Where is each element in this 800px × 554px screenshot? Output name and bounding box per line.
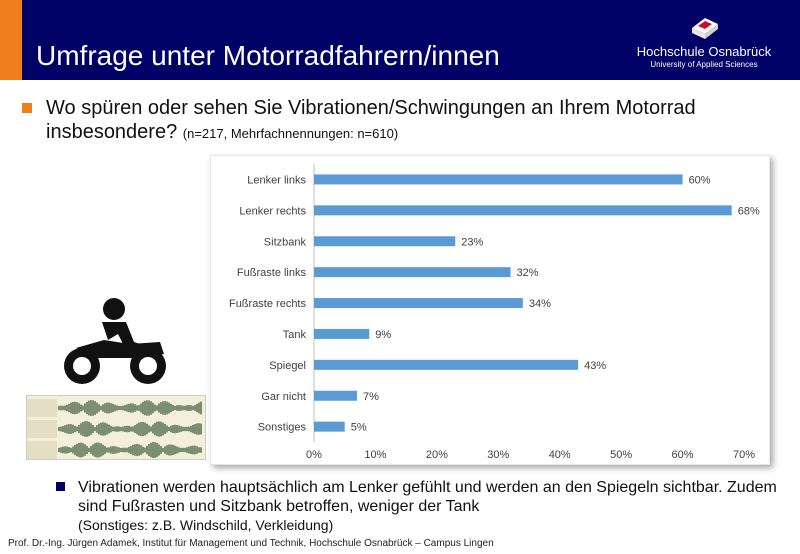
x-tick-label: 20% [426, 449, 448, 461]
category-label: Tank [283, 329, 307, 341]
x-tick-label: 30% [487, 449, 509, 461]
waveform-track [58, 421, 202, 437]
bullet-square-orange [22, 103, 32, 113]
university-logo: Hochschule Osnabrück University of Appli… [614, 8, 794, 78]
note-detail: (Sonstiges: z.B. Windschild, Verkleidung… [78, 517, 334, 533]
slide-header: Umfrage unter Motorradfahrern/innen Hoch… [0, 0, 800, 80]
data-label: 32% [517, 267, 539, 279]
bar [314, 390, 357, 401]
category-label: Gar nicht [261, 391, 306, 403]
data-label: 5% [351, 422, 367, 434]
category-label: Fußraste links [237, 267, 307, 279]
bullet-square-navy [56, 482, 65, 491]
audio-waveform-icon [27, 399, 202, 459]
bar [314, 298, 523, 309]
category-label: Sonstiges [258, 422, 307, 434]
bar [314, 205, 732, 216]
bar [314, 328, 370, 339]
category-label: Sitzbank [264, 236, 307, 248]
category-label: Spiegel [269, 360, 306, 372]
category-label: Fußraste rechts [229, 298, 307, 310]
waveform-track [58, 442, 202, 458]
data-label: 60% [689, 174, 711, 186]
data-label: 7% [363, 391, 379, 403]
x-tick-label: 70% [733, 449, 755, 461]
track-header [27, 441, 57, 459]
x-tick-label: 10% [364, 449, 386, 461]
track-header [27, 420, 57, 438]
data-label: 23% [461, 236, 483, 248]
audio-waveform-panel [26, 395, 206, 460]
orange-accent-bar [0, 0, 22, 80]
conclusion-note: Vibrationen werden hauptsächlich am Lenk… [78, 478, 778, 535]
note-text: Vibrationen werden hauptsächlich am Lenk… [78, 479, 777, 515]
x-tick-label: 0% [306, 449, 322, 461]
data-label: 9% [375, 329, 391, 341]
x-tick-label: 40% [549, 449, 571, 461]
bar [314, 174, 683, 185]
bar [314, 359, 579, 370]
data-label: 68% [738, 205, 760, 217]
footer-text: Prof. Dr.-Ing. Jürgen Adamek, Institut f… [8, 538, 494, 549]
bar [314, 421, 345, 432]
x-tick-label: 60% [672, 449, 694, 461]
category-label: Lenker rechts [239, 205, 306, 217]
bar [314, 236, 456, 247]
category-label: Lenker links [247, 174, 306, 186]
question-text: Wo spüren oder sehen Sie Vibrationen/Sch… [46, 96, 786, 146]
bar-chart: Lenker links 60% Lenker rechts 68% Sitzbank 2… [229, 164, 760, 461]
bar [314, 267, 511, 278]
waveform-track [58, 400, 202, 416]
track-header [27, 399, 57, 417]
x-tick-label: 50% [610, 449, 632, 461]
data-label: 34% [529, 298, 551, 310]
logo-name: Hochschule Osnabrück [636, 44, 772, 59]
chart-panel: Lenker links 60% Lenker rechts 68% Sitzbank 2… [210, 155, 770, 465]
slide-title: Umfrage unter Motorradfahrern/innen [36, 40, 500, 71]
logo-subtitle: University of Applied Sciences [650, 60, 758, 69]
data-label: 43% [584, 360, 606, 372]
hochschule-logo-icon [692, 18, 718, 39]
question-main: Wo spüren oder sehen Sie Vibrationen/Sch… [46, 97, 696, 143]
motorcycle-rider-icon [64, 298, 166, 384]
question-detail: (n=217, Mehrfachnennungen: n=610) [182, 126, 399, 141]
